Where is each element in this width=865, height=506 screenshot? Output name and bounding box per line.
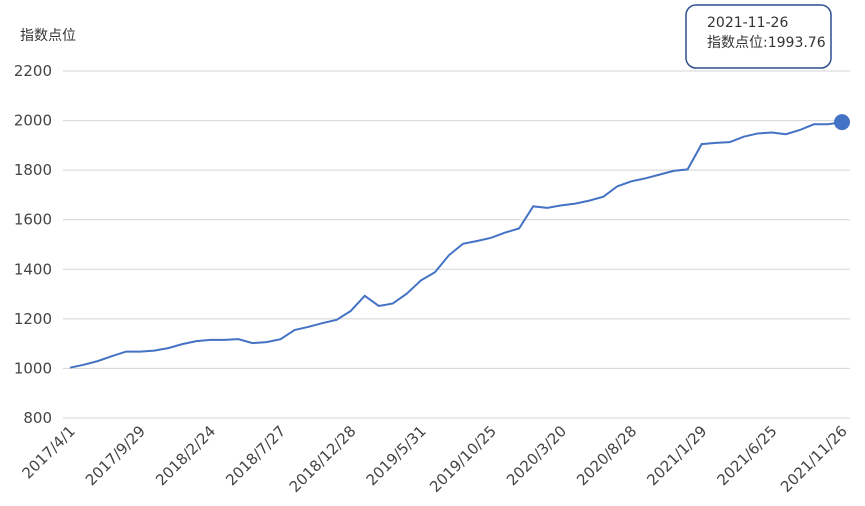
x-tick-label: 2019/10/25 [426, 422, 500, 496]
x-tick-label: 2018/2/24 [152, 422, 219, 489]
y-tick-label: 800 [23, 409, 52, 427]
y-axis-label: 指数点位 [20, 28, 76, 44]
x-tick-label: 2020/3/20 [503, 422, 570, 489]
tooltip-box [685, 4, 832, 69]
y-tick-label: 2200 [14, 62, 52, 80]
x-tick-label: 2017/4/1 [18, 422, 78, 482]
x-tick-label: 2021/1/29 [643, 422, 710, 489]
x-tick-label: 2018/12/28 [286, 422, 360, 496]
y-tick-label: 1000 [14, 359, 52, 377]
x-tick-label: 2019/5/31 [363, 422, 430, 489]
tooltip: 2021-11-26 指数点位:1993.76 [685, 4, 832, 69]
x-tick-label: 2021/11/26 [777, 422, 851, 496]
y-tick-label: 2000 [14, 112, 52, 130]
y-tick-label: 1400 [14, 260, 52, 278]
line [69, 121, 843, 369]
tooltip-name: 指数点位: [707, 35, 768, 51]
x-tick-label: 2020/8/28 [573, 422, 640, 489]
highlight-point [834, 114, 850, 131]
y-tick-label: 1200 [14, 310, 52, 328]
x-tick-label: 2018/7/27 [222, 422, 289, 489]
x-tick-label: 2017/9/29 [82, 422, 149, 489]
y-tick-label: 1800 [14, 161, 52, 179]
tooltip-value: 1993.76 [768, 35, 826, 51]
tooltip-title: 2021-11-26 [707, 15, 788, 31]
tooltip-text: 指数点位:1993.76 [707, 35, 826, 51]
x-tick-label: 2021/6/25 [714, 422, 781, 489]
y-tick-label: 1600 [14, 211, 52, 229]
